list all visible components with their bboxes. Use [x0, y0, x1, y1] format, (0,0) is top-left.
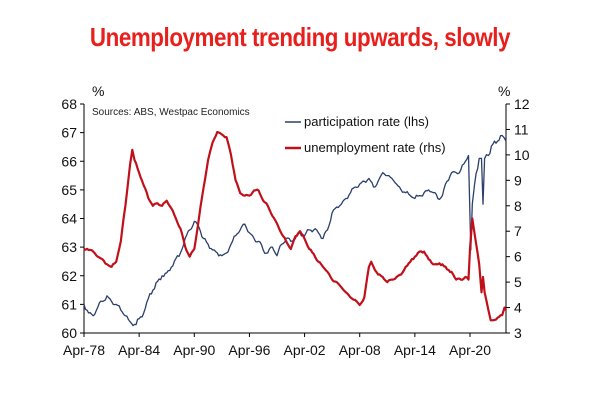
- x-tick-label: Apr-84: [118, 342, 160, 358]
- left-tick-label: 66: [61, 153, 77, 169]
- right-axis-unit: %: [498, 83, 510, 99]
- right-tick-label: 3: [514, 325, 522, 341]
- source-note: Sources: ABS, Westpac Economics: [92, 107, 250, 118]
- right-tick-label: 10: [514, 147, 530, 163]
- x-tick-label: Apr-96: [228, 342, 270, 358]
- legend-label-unemployment: unemployment rate (rhs): [304, 140, 446, 155]
- right-tick-label: 7: [514, 223, 522, 239]
- left-tick-label: 61: [61, 296, 77, 312]
- left-tick-label: 64: [61, 211, 77, 227]
- left-tick-label: 67: [61, 125, 77, 141]
- right-tick-label: 8: [514, 198, 522, 214]
- x-tick-label: Apr-14: [394, 342, 436, 358]
- x-tick-label: Apr-78: [63, 342, 105, 358]
- left-axis-unit: %: [92, 83, 104, 99]
- x-tick-label: Apr-90: [173, 342, 215, 358]
- right-tick-label: 12: [514, 96, 530, 112]
- left-tick-label: 65: [61, 182, 77, 198]
- x-tick-label: Apr-20: [449, 342, 491, 358]
- left-tick-label: 60: [61, 325, 77, 341]
- legend-label-participation: participation rate (lhs): [304, 114, 429, 129]
- series-layer: [83, 130, 507, 327]
- right-tick-label: 11: [514, 121, 529, 137]
- x-tick-label: Apr-02: [284, 342, 326, 358]
- chart-title: Unemployment trending upwards, slowly: [89, 22, 511, 52]
- x-tick-label: Apr-08: [339, 342, 381, 358]
- left-tick-label: 68: [61, 96, 77, 112]
- participation-rate-line: [83, 134, 507, 327]
- legend: participation rate (lhs) unemployment ra…: [285, 114, 446, 155]
- unemployment-rate-line: [83, 130, 507, 322]
- left-tick-label: 63: [61, 239, 77, 255]
- left-tick-label: 62: [61, 268, 77, 284]
- right-tick-label: 4: [514, 300, 522, 316]
- right-tick-label: 9: [514, 172, 522, 188]
- right-tick-label: 6: [514, 249, 522, 265]
- right-tick-label: 5: [514, 274, 522, 290]
